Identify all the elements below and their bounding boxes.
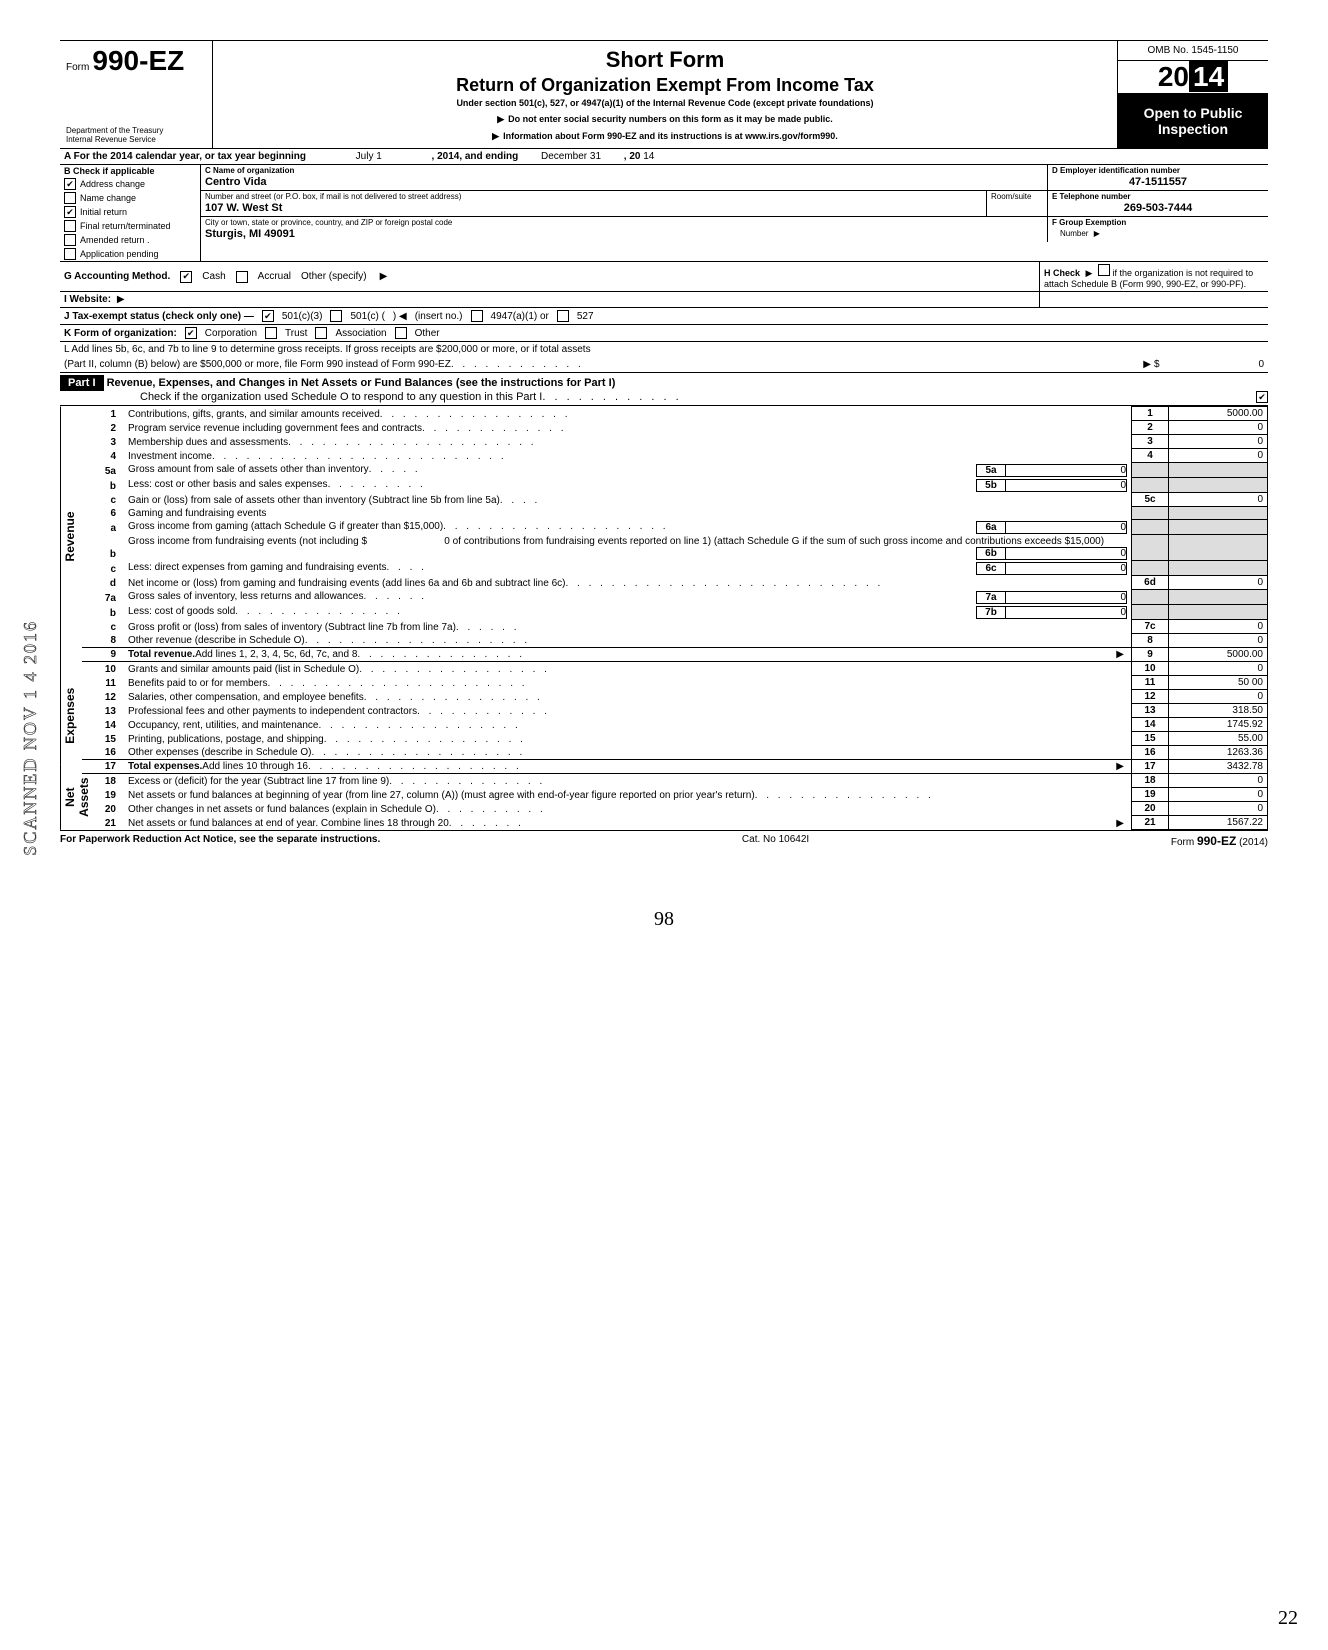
line-7c: cGross profit or (loss) from sales of in… [82, 620, 1268, 634]
chk-amended[interactable]: Amended return . [60, 233, 200, 247]
line-5b: bLess: cost or other basis and sales exp… [82, 478, 1268, 493]
line-9: 9Total revenue. Add lines 1, 2, 3, 4, 5c… [82, 648, 1268, 662]
chk-schedule-o[interactable]: ✔ [1256, 391, 1268, 403]
line-2: 2Program service revenue including gover… [82, 421, 1268, 435]
chk-trust[interactable] [265, 327, 277, 339]
corner-number: 22 [1278, 1607, 1298, 1630]
page-number: 98 [60, 908, 1268, 931]
chk-cash[interactable]: ✔ [180, 271, 192, 283]
chk-4947[interactable] [471, 310, 483, 322]
room-label: Room/suite [987, 191, 1047, 202]
line-19: 19Net assets or fund balances at beginni… [82, 788, 1268, 802]
section-l: L Add lines 5b, 6c, and 7b to line 9 to … [60, 342, 1268, 373]
chk-501c[interactable] [330, 310, 342, 322]
footer: For Paperwork Reduction Act Notice, see … [60, 830, 1268, 848]
line-11: 11Benefits paid to or for members . . . … [82, 676, 1268, 690]
ein-label: D Employer identification number [1048, 165, 1268, 176]
chk-assoc[interactable] [315, 327, 327, 339]
line-18: 18Excess or (deficit) for the year (Subt… [82, 774, 1268, 788]
org-name-label: C Name of organization [201, 165, 1047, 176]
open-public: Open to Public Inspection [1118, 94, 1268, 148]
dept-treasury: Department of the Treasury [66, 126, 206, 135]
side-expenses: Expenses [60, 666, 82, 765]
city-value: Sturgis, MI 49091 [201, 228, 1047, 242]
phone-label: E Telephone number [1048, 191, 1268, 202]
header-grid: B Check if applicable ✔Address change Na… [60, 165, 1268, 262]
chk-schedule-b[interactable] [1098, 264, 1110, 276]
group-exempt-label: F Group Exemption [1048, 217, 1268, 228]
city-label: City or town, state or province, country… [201, 217, 1047, 228]
section-b: B Check if applicable ✔Address change Na… [60, 165, 201, 261]
line-16: 16Other expenses (describe in Schedule O… [82, 746, 1268, 760]
chk-accrual[interactable] [236, 271, 248, 283]
line-10: 10Grants and similar amounts paid (list … [82, 662, 1268, 676]
line-6d: dNet income or (loss) from gaming and fu… [82, 576, 1268, 590]
chk-pending[interactable]: Application pending [60, 247, 200, 261]
main-content: Revenue Expenses Net Assets 1Contributio… [60, 406, 1268, 830]
line-3: 3Membership dues and assessments . . . .… [82, 435, 1268, 449]
irs: Internal Revenue Service [66, 135, 206, 144]
short-form-title: Short Form [219, 47, 1111, 73]
line-5a: 5aGross amount from sale of assets other… [82, 463, 1268, 478]
side-netassets: Net Assets [60, 765, 82, 830]
form-header: Form 990-EZ Department of the Treasury I… [60, 40, 1268, 149]
subtitle: Under section 501(c), 527, or 4947(a)(1)… [219, 98, 1111, 108]
chk-other[interactable] [395, 327, 407, 339]
chk-name-change[interactable]: Name change [60, 191, 200, 205]
street-value: 107 W. West St [201, 202, 986, 216]
line-4: 4Investment income . . . . . . . . . . .… [82, 449, 1268, 463]
part1-header: Part I Revenue, Expenses, and Changes in… [60, 373, 1268, 406]
form-label: Form [66, 62, 89, 73]
form-number: 990-EZ [92, 45, 184, 76]
line-15: 15Printing, publications, postage, and s… [82, 732, 1268, 746]
line-5c: cGain or (loss) from sale of assets othe… [82, 493, 1268, 507]
line-8: 8Other revenue (describe in Schedule O) … [82, 634, 1268, 648]
line-7b: bLess: cost of goods sold . . . . . . . … [82, 605, 1268, 620]
section-j: J Tax-exempt status (check only one) — ✔… [60, 308, 1268, 325]
line-6: 6Gaming and fundraising events [82, 507, 1268, 520]
section-k: K Form of organization: ✔Corporation Tru… [60, 325, 1268, 342]
line-7a: 7aGross sales of inventory, less returns… [82, 590, 1268, 605]
return-title: Return of Organization Exempt From Incom… [219, 75, 1111, 96]
phone-value: 269-503-7444 [1048, 202, 1268, 216]
scanned-stamp: SCANNED NOV 1 4 2016 [20, 620, 41, 856]
ein-value: 47-1511557 [1048, 176, 1268, 190]
line-1: 1Contributions, gifts, grants, and simil… [82, 407, 1268, 421]
org-name: Centro Vida [201, 176, 1047, 190]
chk-final-return[interactable]: Final return/terminated [60, 219, 200, 233]
line-12: 12Salaries, other compensation, and empl… [82, 690, 1268, 704]
website-label: I Website: [64, 294, 111, 305]
line-20: 20Other changes in net assets or fund ba… [82, 802, 1268, 816]
line-6b: bGross income from fundraising events (n… [82, 535, 1268, 561]
line-14: 14Occupancy, rent, utilities, and mainte… [82, 718, 1268, 732]
info-notice: Information about Form 990-EZ and its in… [492, 131, 838, 141]
chk-501c3[interactable]: ✔ [262, 310, 274, 322]
row-gh: G Accounting Method. ✔Cash Accrual Other… [60, 262, 1268, 292]
chk-corp[interactable]: ✔ [185, 327, 197, 339]
lines-table: 1Contributions, gifts, grants, and simil… [82, 406, 1268, 830]
line-13: 13Professional fees and other payments t… [82, 704, 1268, 718]
omb-number: OMB No. 1545-1150 [1118, 41, 1268, 61]
line-6a: aGross income from gaming (attach Schedu… [82, 520, 1268, 535]
ssn-notice: Do not enter social security numbers on … [497, 114, 833, 124]
line-17: 17Total expenses. Add lines 10 through 1… [82, 760, 1268, 774]
section-a: A For the 2014 calendar year, or tax yea… [60, 149, 1268, 165]
chk-527[interactable] [557, 310, 569, 322]
tax-year: 2014 [1118, 61, 1268, 94]
chk-address-change[interactable]: ✔Address change [60, 177, 200, 191]
chk-initial-return[interactable]: ✔Initial return [60, 205, 200, 219]
side-revenue: Revenue [60, 406, 82, 666]
line-6c: cLess: direct expenses from gaming and f… [82, 561, 1268, 576]
street-label: Number and street (or P.O. box, if mail … [201, 191, 986, 202]
line-21: 21Net assets or fund balances at end of … [82, 816, 1268, 830]
